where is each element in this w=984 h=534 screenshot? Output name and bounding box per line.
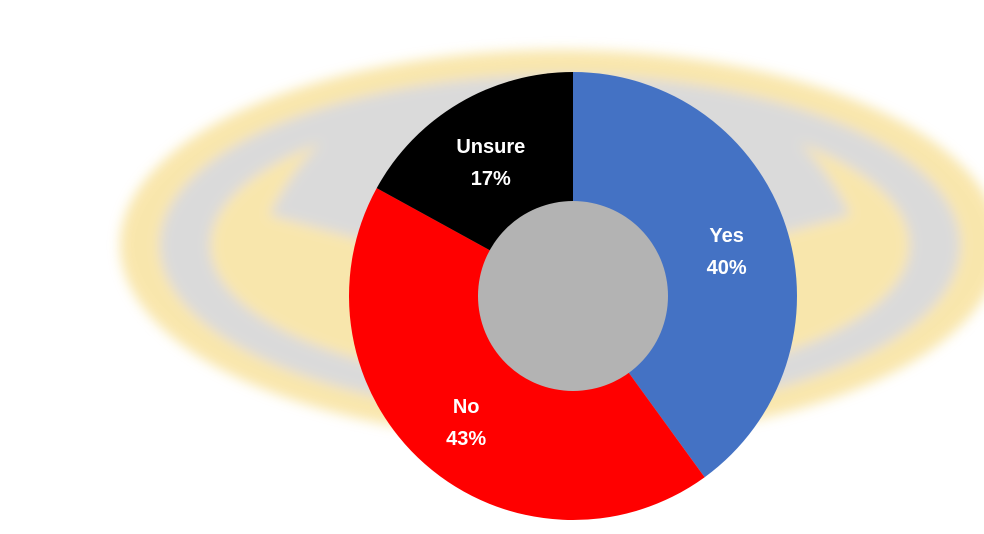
slice-category-label: Unsure xyxy=(456,136,525,158)
labels-layer: Yes 40% No 43% Unsure 17% xyxy=(446,136,747,450)
donut-hole xyxy=(478,201,668,391)
slice-label-yes: Yes 40% xyxy=(707,225,747,279)
slice-value-label: 17% xyxy=(471,168,511,190)
slice-category-label: No xyxy=(453,396,480,418)
slice-label-unsure: Unsure 17% xyxy=(456,136,525,190)
slice-label-no: No 43% xyxy=(446,396,486,450)
slice-value-label: 43% xyxy=(446,428,486,450)
slice-yes xyxy=(573,72,798,478)
slice-value-label: 40% xyxy=(707,257,747,279)
slice-category-label: Yes xyxy=(709,225,743,247)
